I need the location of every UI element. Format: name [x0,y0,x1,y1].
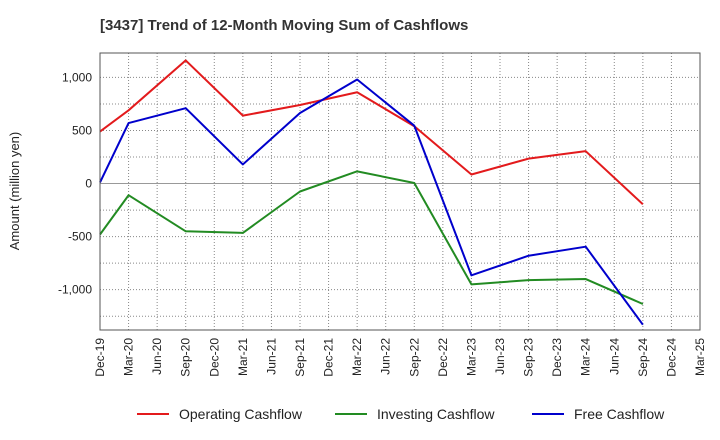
x-tick-label: Mar-25 [693,338,707,376]
x-tick-label: Dec-21 [322,338,336,377]
x-tick-label: Sep-20 [179,338,193,377]
x-tick-label: Jun-20 [150,338,164,375]
series-lines [99,59,644,326]
x-tick-label: Jun-24 [607,338,621,375]
legend: Operating Cashflow Investing Cashflow Free… [137,406,665,422]
x-tick-label: Mar-22 [350,338,364,376]
x-tick-label: Dec-19 [93,338,107,377]
series-line-free-cashflow [99,78,644,326]
series-line-investing-cashflow [99,170,644,305]
x-tick-label: Dec-23 [550,338,564,377]
x-tick-label: Dec-24 [664,338,678,377]
chart-title: [3437] Trend of 12-Month Moving Sum of C… [100,17,468,34]
legend-label: Free Cashflow [574,406,665,422]
x-tick-label: Mar-24 [579,338,593,376]
plot-area [100,53,700,330]
x-tick-label: Sep-23 [522,338,536,377]
x-tick-labels: Dec-19 Mar-20 Jun-20 Sep-20 Dec-20 Mar-21 Jun-… [93,338,707,377]
y-tick-label: 0 [85,177,92,191]
legend-label: Investing Cashflow [377,406,495,422]
x-tick-label: Sep-22 [407,338,421,377]
x-tick-label: Mar-21 [236,338,250,376]
x-tick-label: Sep-24 [636,338,650,377]
x-tick-label: Jun-23 [493,338,507,375]
x-tick-label: Jun-22 [379,338,393,375]
y-tick-label: 1,000 [62,70,92,84]
y-tick-label: 500 [72,123,92,137]
x-tick-label: Mar-23 [464,338,478,376]
x-tick-label: Jun-21 [264,338,278,375]
x-tick-label: Sep-21 [293,338,307,377]
y-tick-label: -500 [68,230,92,244]
plot-frame [99,52,701,331]
legend-label: Operating Cashflow [179,406,303,422]
x-tick-label: Dec-22 [436,338,450,377]
x-tick-label: Mar-20 [122,338,136,376]
y-axis-label: Amount (million yen) [7,132,22,251]
y-tick-label: -1,000 [58,283,92,297]
x-tick-label: Dec-20 [207,338,221,377]
series-line-operating-cashflow [99,59,644,205]
y-tick-labels: 1,000 500 0 -500 -1,000 [58,70,92,296]
